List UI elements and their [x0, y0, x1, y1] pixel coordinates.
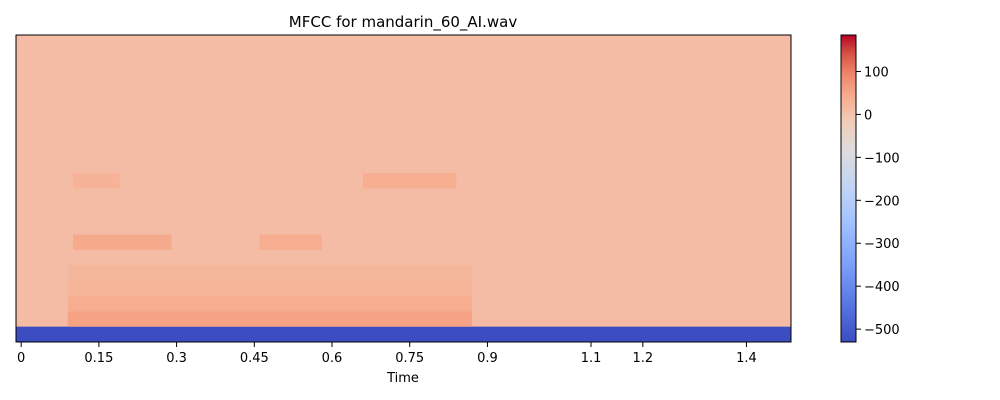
- x-tick-label: 0: [17, 351, 25, 366]
- x-axis: 0 0.15 0.3 0.45 0.6 0.75 0.9 1.1 1.2 1.4: [17, 342, 757, 366]
- chart-title: MFCC for mandarin_60_AI.wav: [289, 13, 518, 32]
- colorbar-ticks: 100 0 −100 −200 −300 −400 −500: [856, 65, 900, 338]
- heatmap-band-c1: [67, 311, 472, 327]
- colorbar-gradient: [840, 34, 857, 343]
- colorbar-tick-label: −300: [864, 237, 900, 252]
- plot-frame: [15, 34, 792, 343]
- x-tick-label: 1.2: [632, 351, 653, 366]
- x-tick-label: 0.9: [477, 351, 498, 366]
- heatmap-band-c6: [72, 234, 172, 250]
- x-tick-label: 0.6: [322, 351, 343, 366]
- colorbar-tick-label: −400: [864, 280, 900, 295]
- heatmap-band-c4: [67, 265, 472, 281]
- heatmap-band-c2: [67, 295, 472, 312]
- heatmap-band-c10: [72, 173, 120, 189]
- x-tick-label: 0.45: [240, 351, 269, 366]
- colorbar-tick-label: −500: [864, 323, 900, 338]
- colorbar-tick-label: −200: [864, 194, 900, 209]
- x-tick-label: 1.1: [581, 351, 602, 366]
- x-tick-label: 0.75: [395, 351, 424, 366]
- x-axis-label: Time: [386, 371, 419, 386]
- colorbar-tick-label: −100: [864, 151, 900, 166]
- heatmap-cells: [16, 173, 791, 342]
- colorbar: 100 0 −100 −200 −300 −400 −500: [840, 34, 900, 343]
- x-tick-label: 0.15: [84, 351, 113, 366]
- x-tick-label: 0.3: [166, 351, 187, 366]
- colorbar-tick-label: 100: [864, 65, 889, 80]
- colorbar-tick-label: 0: [864, 108, 872, 123]
- heatmap-band-c10: [363, 173, 457, 189]
- heatmap-area: [16, 35, 791, 342]
- x-tick-label: 1.4: [736, 351, 757, 366]
- heatmap-row-c0: [16, 326, 791, 342]
- heatmap-band-c6: [259, 234, 322, 250]
- heatmap-band-c3: [67, 280, 472, 296]
